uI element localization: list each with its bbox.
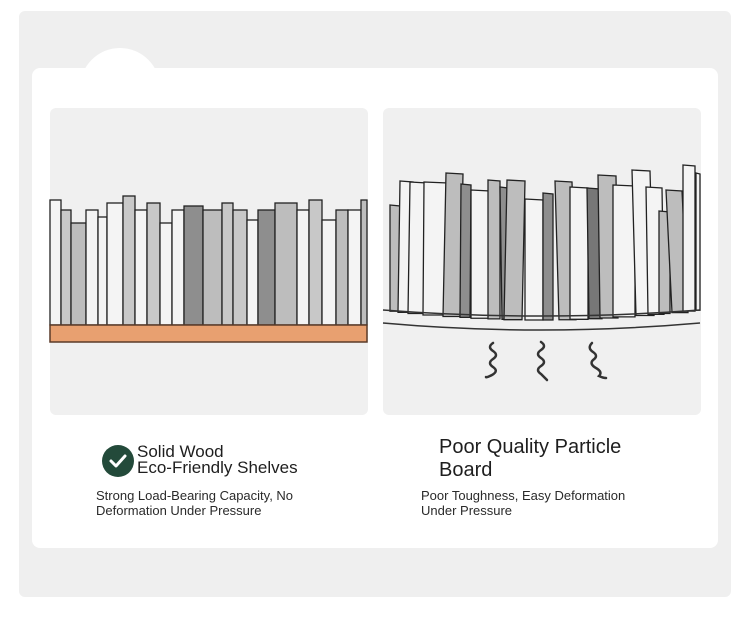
book bbox=[146, 202, 161, 326]
book bbox=[487, 179, 501, 320]
book bbox=[612, 184, 636, 318]
solid-wood-description: Strong Load-Bearing Capacity, No Deforma… bbox=[96, 488, 336, 518]
book bbox=[183, 205, 204, 326]
solid-wood-title: Solid Wood Eco-Friendly Shelves bbox=[137, 442, 298, 477]
book bbox=[542, 192, 554, 321]
title-line: Eco-Friendly Shelves bbox=[137, 458, 298, 477]
title-line: Poor Quality Particle bbox=[439, 436, 622, 458]
solid-shelf-books bbox=[49, 195, 368, 326]
book bbox=[232, 209, 248, 326]
book bbox=[296, 209, 310, 326]
bent-shelf-books bbox=[389, 164, 701, 321]
book bbox=[470, 189, 491, 319]
book bbox=[658, 210, 671, 315]
check-circle-icon bbox=[102, 445, 134, 477]
book bbox=[171, 209, 185, 326]
book bbox=[524, 198, 544, 321]
book bbox=[569, 186, 589, 320]
desc-line: Strong Load-Bearing Capacity, No bbox=[96, 488, 294, 503]
book bbox=[682, 164, 696, 312]
book bbox=[360, 199, 368, 326]
book bbox=[122, 195, 136, 326]
book bbox=[335, 209, 349, 326]
solid-wood-shelf bbox=[49, 324, 368, 343]
desc-line: Under Pressure bbox=[421, 503, 513, 518]
book bbox=[503, 179, 526, 321]
book bbox=[60, 209, 72, 326]
book bbox=[321, 219, 337, 326]
particle-board-title: Poor Quality Particle Board bbox=[439, 436, 621, 482]
book bbox=[159, 222, 173, 326]
book bbox=[70, 222, 87, 326]
title-line: Board bbox=[439, 459, 493, 481]
squiggle-icon bbox=[536, 340, 549, 382]
book bbox=[347, 209, 362, 326]
desc-line: Deformation Under Pressure bbox=[96, 503, 262, 518]
bent-shelf-bottom bbox=[382, 322, 701, 331]
squiggle-icon bbox=[484, 341, 498, 379]
book bbox=[97, 216, 108, 326]
particle-board-description: Poor Toughness, Easy Deformation Under P… bbox=[421, 488, 661, 518]
desc-line: Poor Toughness, Easy Deformation bbox=[421, 488, 626, 503]
book bbox=[202, 209, 223, 326]
book bbox=[274, 202, 298, 326]
book bbox=[221, 202, 234, 326]
book bbox=[308, 199, 323, 326]
book bbox=[246, 219, 259, 326]
squiggle-icon bbox=[588, 341, 608, 380]
stress-squiggles bbox=[484, 340, 608, 382]
book bbox=[49, 199, 62, 326]
book bbox=[257, 209, 276, 326]
book bbox=[695, 172, 701, 311]
title-line: Solid Wood bbox=[137, 442, 224, 461]
bent-shelf-top bbox=[382, 309, 701, 317]
book bbox=[459, 183, 472, 318]
book bbox=[106, 202, 124, 326]
book bbox=[134, 209, 148, 326]
book bbox=[85, 209, 99, 326]
